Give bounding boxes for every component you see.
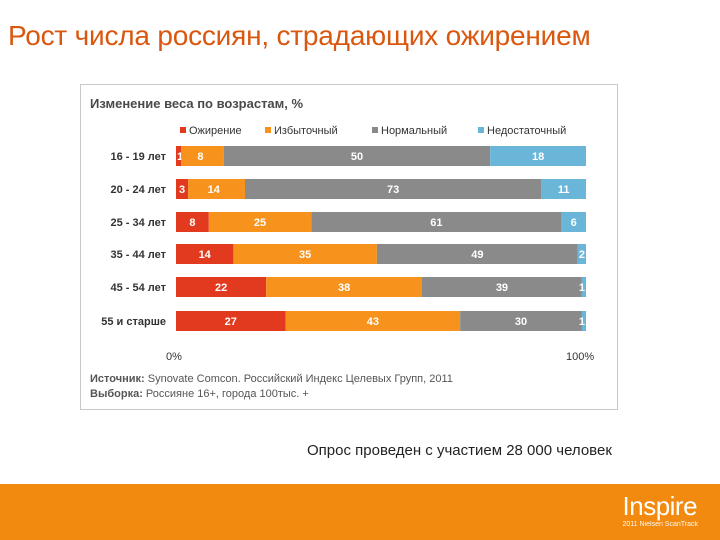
bar-value-label-2-3: 6	[571, 217, 577, 229]
bar-value-label-1-3: 11	[558, 184, 570, 196]
bar-value-label-5-1: 43	[367, 316, 379, 328]
bar-segment-4-1	[266, 277, 422, 297]
bar-segment-3-3	[577, 244, 586, 264]
bar-value-label-5-0: 27	[225, 316, 237, 328]
bar-value-label-2-1: 25	[254, 217, 266, 229]
bar-segment-3-0	[176, 244, 234, 264]
bar-segment-0-1	[181, 146, 224, 166]
category-label-0: 16 - 19 лет	[110, 151, 166, 163]
bar-segment-4-2	[422, 277, 582, 297]
bar-value-label-4-2: 39	[496, 282, 508, 294]
bar-value-label-3-2: 49	[471, 249, 483, 261]
bar-segment-1-1	[188, 179, 246, 199]
x-tick-label-0: 0%	[166, 351, 182, 363]
bar-segment-5-0	[176, 311, 286, 331]
legend-label-2: Нормальный	[381, 125, 447, 137]
legend-label-3: Недостаточный	[487, 125, 566, 137]
category-label-5: 55 и старше	[101, 316, 166, 328]
bar-value-label-1-0: 3	[179, 184, 185, 196]
bar-segment-1-2	[245, 179, 542, 199]
bar-segment-2-3	[561, 212, 586, 232]
bar-value-label-3-0: 14	[199, 249, 212, 261]
bar-segment-2-0	[176, 212, 209, 232]
bar-segment-3-2	[376, 244, 578, 264]
footer-band: Inspire 2011 Nielsen ScanTrack	[0, 484, 720, 540]
bar-value-label-3-3: 2	[579, 249, 585, 261]
brand-name: Inspire	[622, 491, 698, 521]
survey-footnote: Опрос проведен с участием 28 000 человек	[307, 442, 612, 459]
category-label-3: 35 - 44 лет	[110, 249, 166, 261]
bar-value-label-0-3: 18	[532, 151, 544, 163]
x-tick-label-100: 100%	[566, 351, 594, 363]
brand-logo: Inspire 2011 Nielsen ScanTrack	[623, 492, 698, 529]
category-label-2: 25 - 34 лет	[110, 217, 166, 229]
bar-segment-3-1	[233, 244, 377, 264]
bar-value-label-4-3: 1	[579, 282, 585, 294]
category-label-1: 20 - 24 лет	[110, 184, 166, 196]
bar-value-label-2-2: 61	[430, 217, 442, 229]
bar-value-label-0-1: 8	[197, 151, 203, 163]
bar-value-label-4-1: 38	[338, 282, 350, 294]
bar-value-label-5-2: 30	[515, 316, 527, 328]
bar-value-label-1-2: 73	[387, 184, 399, 196]
bar-segment-0-3	[490, 146, 586, 166]
bar-segment-1-3	[541, 179, 586, 199]
bar-value-label-2-0: 8	[189, 217, 195, 229]
bar-value-label-0-0: 1	[177, 151, 183, 163]
bar-segment-2-2	[311, 212, 562, 232]
chart-title: Изменение веса по возрастам, %	[90, 96, 304, 111]
bar-segment-0-0	[176, 146, 182, 166]
bar-segment-2-1	[208, 212, 312, 232]
bar-segment-4-3	[581, 277, 586, 297]
sample-note: Выборка: Россияне 16+, города 100тыс. +	[90, 388, 309, 400]
bar-segment-5-1	[285, 311, 461, 331]
legend-swatch-2	[372, 127, 378, 133]
bar-segment-5-2	[460, 311, 582, 331]
legend-swatch-0	[180, 127, 186, 133]
bar-value-label-5-3: 1	[579, 316, 585, 328]
bar-segment-4-0	[176, 277, 267, 297]
legend-label-0: Ожирение	[189, 125, 242, 137]
bar-value-label-1-1: 14	[208, 184, 221, 196]
legend-swatch-3	[478, 127, 484, 133]
brand-tagline: 2011 Nielsen ScanTrack	[622, 521, 698, 528]
category-label-4: 45 - 54 лет	[110, 282, 166, 294]
bar-value-label-0-2: 50	[351, 151, 363, 163]
bar-segment-1-0	[176, 179, 189, 199]
source-note: Источник: Synovate Comcon. Российский Ин…	[90, 373, 453, 385]
bar-segment-0-2	[223, 146, 491, 166]
bar-value-label-3-1: 35	[299, 249, 311, 261]
stacked-bar-chart: Изменение веса по возрастам, % Ожирение Из…	[90, 96, 594, 400]
legend-swatch-1	[265, 127, 271, 133]
bar-segment-5-3	[581, 311, 586, 331]
legend-label-1: Избыточный	[274, 125, 338, 137]
bar-value-label-4-0: 22	[215, 282, 227, 294]
slide-title: Рост числа россиян, страдающих ожирением	[8, 20, 591, 51]
